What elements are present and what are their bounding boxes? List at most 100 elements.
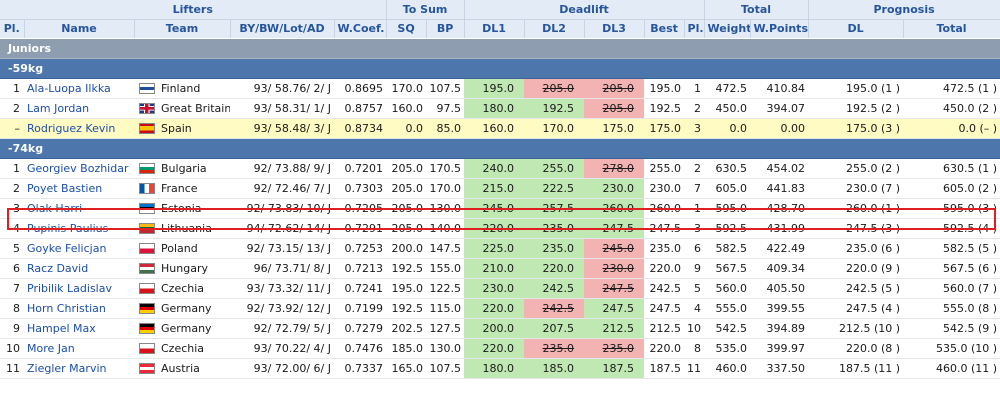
col-team[interactable]: Team bbox=[134, 19, 231, 39]
bulgaria-flag bbox=[139, 162, 155, 174]
prognosis-dl-cell: 260.0 (1 ) bbox=[808, 198, 904, 219]
lifter-row[interactable]: 1 Ala-Luopa Ilkka Finland 93/ 58.76/ 2/ J 0.… bbox=[0, 78, 1000, 99]
team-name: Great Britain bbox=[161, 101, 230, 115]
team-cell: Czechia bbox=[134, 338, 230, 359]
total-weight-cell: 0.0 bbox=[704, 118, 751, 139]
deadlift-place-cell: 8 bbox=[684, 338, 705, 359]
wpoints-cell: 399.55 bbox=[750, 298, 809, 319]
best-deadlift-cell: 212.5 bbox=[644, 318, 685, 339]
deadlift-place-cell: 2 bbox=[684, 158, 705, 179]
finland-flag bbox=[139, 82, 155, 94]
lifter-name-link[interactable]: Pupinis Paulius bbox=[24, 218, 134, 239]
best-deadlift-cell: 220.0 bbox=[644, 258, 685, 279]
lifter-row[interactable]: 11 Ziegler Marvin Austria 93/ 72.00/ 6/ J 0.… bbox=[0, 358, 1000, 379]
col-prog-dl[interactable]: DL bbox=[808, 19, 904, 39]
lifter-name-link[interactable]: More Jan bbox=[24, 338, 134, 359]
lifter-name-link[interactable]: Ala-Luopa Ilkka bbox=[24, 78, 134, 99]
dl2-attempt-cell: 255.0 bbox=[524, 158, 585, 179]
team-cell: Spain bbox=[134, 118, 230, 139]
col-wpoints[interactable]: W.Points bbox=[750, 19, 809, 39]
lifter-row[interactable]: 1 Georgiev Bozhidar Bulgaria 92/ 73.88/ 9/ … bbox=[0, 158, 1000, 179]
total-weight-cell: 592.5 bbox=[704, 218, 751, 239]
prognosis-dl-cell: 242.5 (5 ) bbox=[808, 278, 904, 299]
lifter-row[interactable]: 8 Horn Christian Germany 92/ 73.92/ 12/ J 0.… bbox=[0, 298, 1000, 319]
best-deadlift-cell: 175.0 bbox=[644, 118, 685, 139]
group-deadlift: Deadlift bbox=[464, 0, 705, 20]
germany-flag bbox=[139, 302, 155, 314]
dl3-attempt-cell: 247.5 bbox=[584, 298, 645, 319]
lifter-row[interactable]: 7 Pribilik Ladislav Czechia 93/ 73.32/ 11/ … bbox=[0, 278, 1000, 299]
total-weight-cell: 605.0 bbox=[704, 178, 751, 199]
lifter-name-link[interactable]: Racz David bbox=[24, 258, 134, 279]
squat-cell: 0.0 bbox=[386, 118, 427, 139]
col-dl2[interactable]: DL2 bbox=[524, 19, 585, 39]
wcoef-cell: 0.7337 bbox=[334, 358, 387, 379]
best-deadlift-cell: 235.0 bbox=[644, 238, 685, 259]
prognosis-total-cell: 0.0 (– ) bbox=[903, 118, 1000, 139]
prognosis-dl-cell: 175.0 (3 ) bbox=[808, 118, 904, 139]
lifter-name-link[interactable]: Georgiev Bozhidar bbox=[24, 158, 134, 179]
col-bp[interactable]: BP bbox=[426, 19, 465, 39]
total-weight-cell: 460.0 bbox=[704, 358, 751, 379]
best-deadlift-cell: 220.0 bbox=[644, 338, 685, 359]
place-cell: 7 bbox=[0, 278, 24, 299]
dl3-attempt-cell: 278.0 bbox=[584, 158, 645, 179]
spain-flag bbox=[139, 122, 155, 134]
wpoints-cell: 405.50 bbox=[750, 278, 809, 299]
lifter-row[interactable]: 10 More Jan Czechia 93/ 70.22/ 4/ J 0.7476 18… bbox=[0, 338, 1000, 359]
column-header-row: Pl. Name Team BY/BW/Lot/AD W.Coef. SQ BP… bbox=[0, 19, 1000, 39]
col-dl3[interactable]: DL3 bbox=[584, 19, 645, 39]
col-pl2[interactable]: Pl. bbox=[684, 19, 705, 39]
col-bybw[interactable]: BY/BW/Lot/AD bbox=[230, 19, 335, 39]
dl2-attempt-cell: 235.0 bbox=[524, 218, 585, 239]
col-prog-total[interactable]: Total bbox=[903, 19, 1000, 39]
col-best[interactable]: Best bbox=[644, 19, 685, 39]
col-wcoef[interactable]: W.Coef. bbox=[334, 19, 387, 39]
lifter-name-link[interactable]: Pribilik Ladislav bbox=[24, 278, 134, 299]
col-name[interactable]: Name bbox=[24, 19, 135, 39]
col-weight[interactable]: Weight bbox=[704, 19, 751, 39]
bybw-cell: 93/ 58.31/ 1/ J bbox=[230, 98, 334, 119]
lifter-name-link[interactable]: Hampel Max bbox=[24, 318, 134, 339]
poland-flag bbox=[139, 242, 155, 254]
lifter-name-link[interactable]: Horn Christian bbox=[24, 298, 134, 319]
col-sq[interactable]: SQ bbox=[386, 19, 427, 39]
bybw-cell: 93/ 70.22/ 4/ J bbox=[230, 338, 334, 359]
lifter-row[interactable]: 9 Hampel Max Germany 92/ 72.79/ 5/ J 0.7279 2… bbox=[0, 318, 1000, 339]
weight-class-label: -59kg bbox=[0, 58, 1000, 79]
dl2-attempt-cell: 192.5 bbox=[524, 98, 585, 119]
place-cell: 1 bbox=[0, 78, 24, 99]
wcoef-cell: 0.7199 bbox=[334, 298, 387, 319]
prognosis-dl-cell: 235.0 (6 ) bbox=[808, 238, 904, 259]
dl2-attempt-cell: 207.5 bbox=[524, 318, 585, 339]
lifter-row[interactable]: 5 Goyke Felicjan Poland 92/ 73.15/ 13/ J 0.7… bbox=[0, 238, 1000, 259]
lifter-name-link[interactable]: Lam Jordan bbox=[24, 98, 134, 119]
col-pl[interactable]: Pl. bbox=[0, 19, 25, 39]
lifter-name-link[interactable]: Rodriguez Kevin bbox=[24, 118, 134, 139]
dl3-attempt-cell: 205.0 bbox=[584, 98, 645, 119]
wcoef-cell: 0.7291 bbox=[334, 218, 387, 239]
section-row: Juniors bbox=[0, 38, 1000, 59]
team-name: Lithuania bbox=[161, 221, 212, 235]
wcoef-cell: 0.7213 bbox=[334, 258, 387, 279]
lifter-name-link[interactable]: Olak Harri bbox=[24, 198, 134, 219]
lifter-row[interactable]: – Rodriguez Kevin Spain 93/ 58.48/ 3/ J 0.87… bbox=[0, 118, 1000, 139]
place-cell: 1 bbox=[0, 158, 24, 179]
dl2-attempt-cell: 205.0 bbox=[524, 78, 585, 99]
bybw-cell: 93/ 72.00/ 6/ J bbox=[230, 358, 334, 379]
deadlift-place-cell: 1 bbox=[684, 198, 705, 219]
lifter-name-link[interactable]: Poyet Bastien bbox=[24, 178, 134, 199]
lifter-row[interactable]: 6 Racz David Hungary 96/ 73.71/ 8/ J 0.7213 1… bbox=[0, 258, 1000, 279]
col-dl1[interactable]: DL1 bbox=[464, 19, 525, 39]
dl1-attempt-cell: 230.0 bbox=[464, 278, 525, 299]
prognosis-total-cell: 560.0 (7 ) bbox=[903, 278, 1000, 299]
lifter-row[interactable]: 4 Pupinis Paulius Lithuania 94/ 72.62/ 14/ … bbox=[0, 218, 1000, 239]
lifter-row[interactable]: 3 Olak Harri Estonia 92/ 73.83/ 10/ J 0.7205… bbox=[0, 198, 1000, 219]
lifter-name-link[interactable]: Goyke Felicjan bbox=[24, 238, 134, 259]
lifter-row[interactable]: 2 Poyet Bastien France 92/ 72.46/ 7/ J 0.730… bbox=[0, 178, 1000, 199]
lifter-name-link[interactable]: Ziegler Marvin bbox=[24, 358, 134, 379]
squat-cell: 192.5 bbox=[386, 258, 427, 279]
prognosis-total-cell: 605.0 (2 ) bbox=[903, 178, 1000, 199]
squat-cell: 170.0 bbox=[386, 78, 427, 99]
